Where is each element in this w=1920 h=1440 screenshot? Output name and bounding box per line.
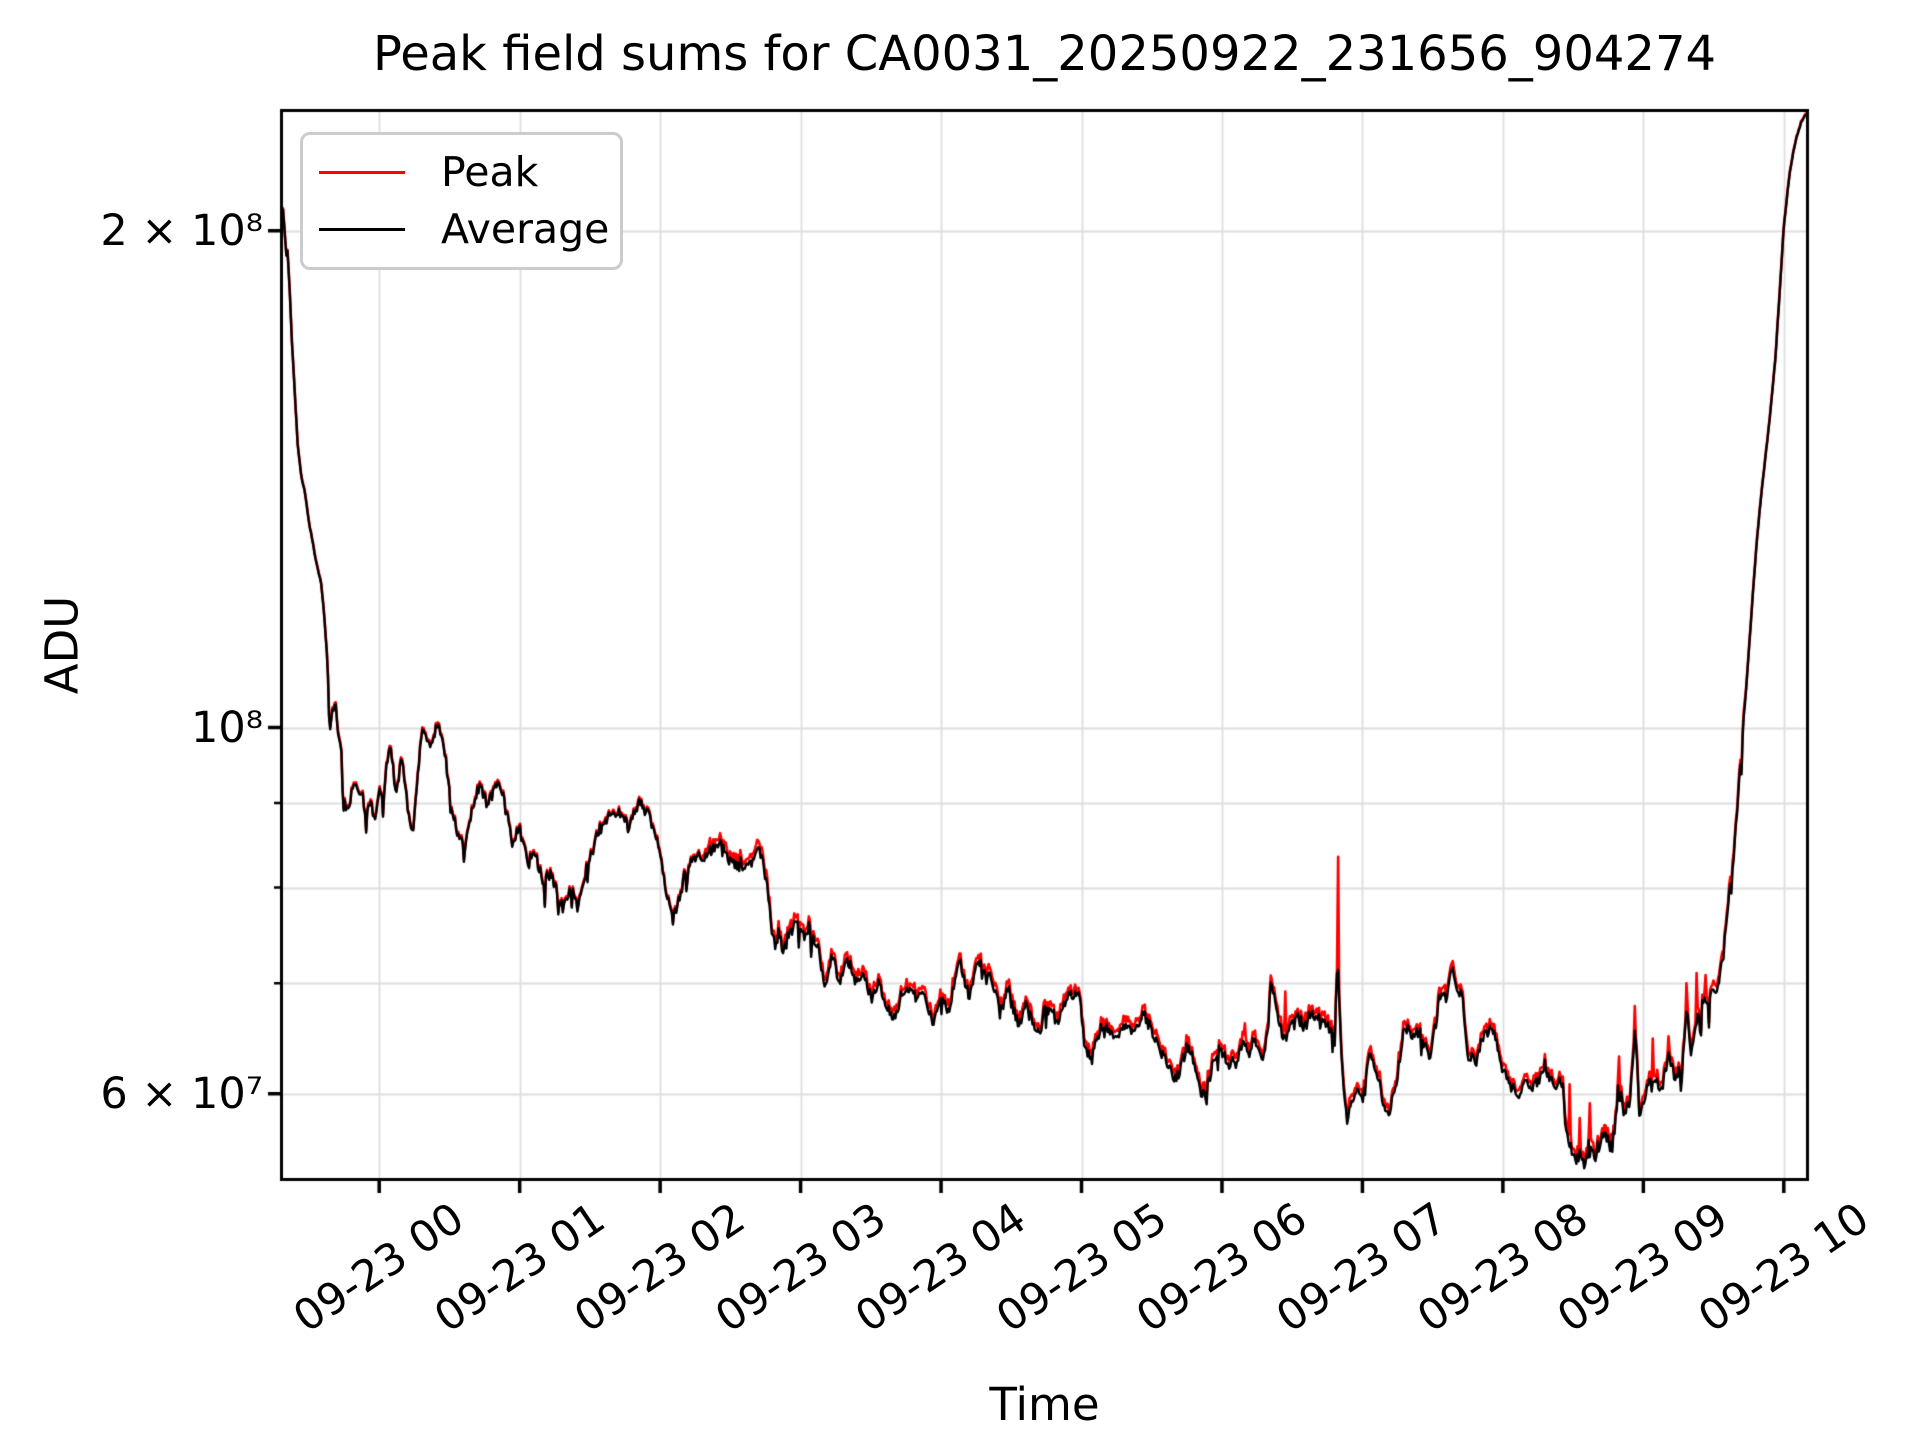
y-tick-label: 10⁸ bbox=[191, 702, 263, 753]
y-axis-label: ADU bbox=[35, 595, 89, 695]
y-tick-label: 2 × 10⁸ bbox=[100, 205, 263, 256]
legend-label-average: Average bbox=[441, 205, 610, 254]
legend: Peak Average bbox=[300, 132, 623, 270]
y-tick-label: 6 × 10⁷ bbox=[100, 1068, 263, 1119]
legend-entry-peak: Peak bbox=[303, 147, 620, 196]
legend-entry-average: Average bbox=[303, 209, 620, 250]
peak-line-swatch bbox=[319, 170, 405, 174]
chart-title: Peak field sums for CA0031_20250922_2316… bbox=[372, 26, 1717, 82]
x-axis-label: Time bbox=[989, 1378, 1100, 1431]
average-line-swatch bbox=[319, 228, 405, 232]
legend-label-peak: Peak bbox=[441, 147, 539, 196]
